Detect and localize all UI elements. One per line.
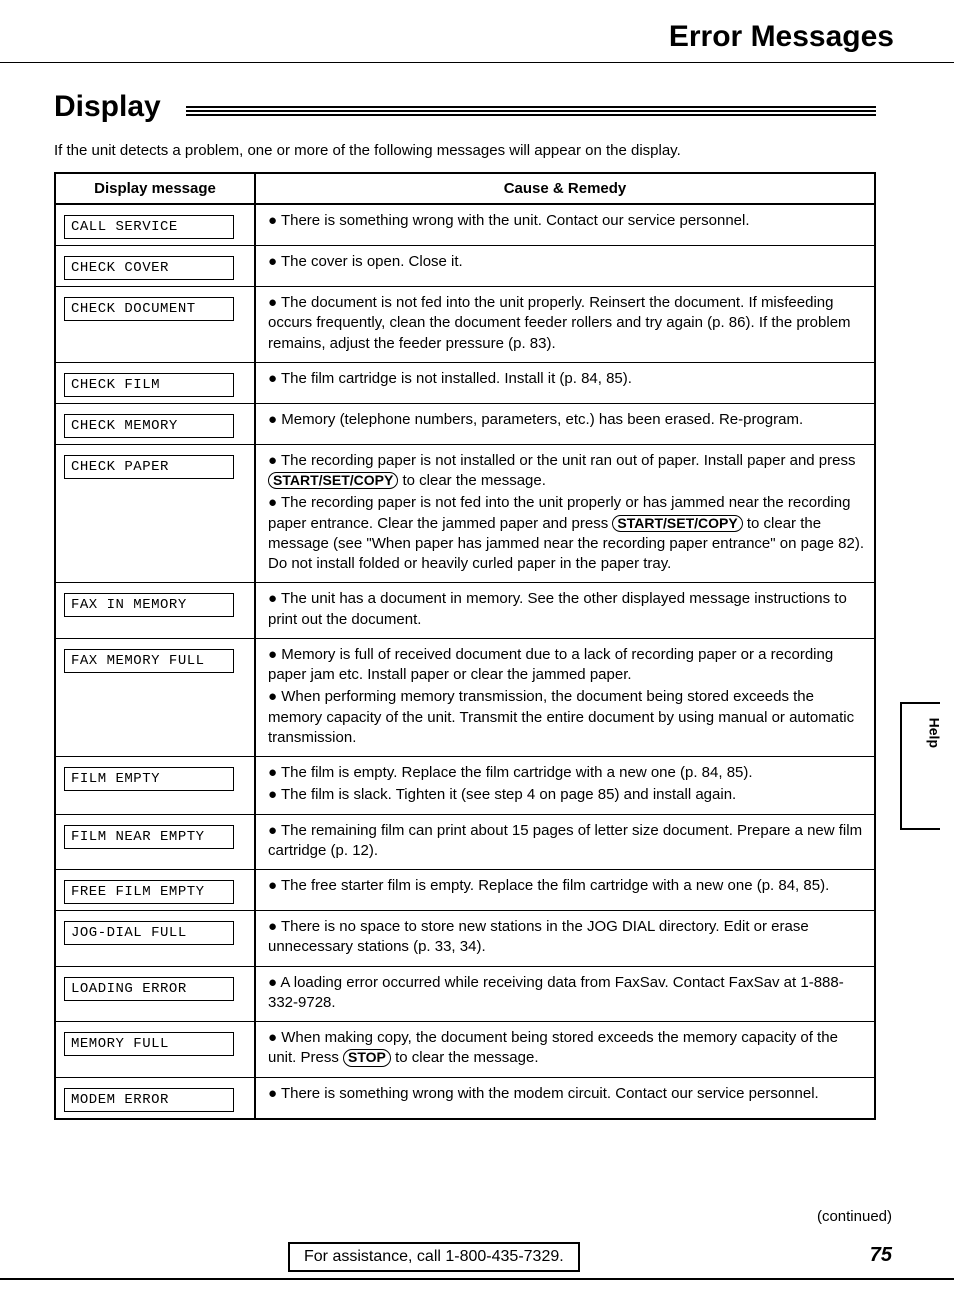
cell-message: FILM NEAR EMPTY bbox=[56, 815, 256, 870]
remedy-line: ● The document is not fed into the unit … bbox=[268, 293, 864, 354]
table-row: CHECK MEMORY ● Memory (telephone numbers,… bbox=[56, 404, 874, 445]
cell-remedy: ● When making copy, the document being s… bbox=[256, 1022, 874, 1077]
cell-remedy: ● Memory (telephone numbers, parameters,… bbox=[256, 404, 874, 444]
table-row: MODEM ERROR ● There is something wrong wi… bbox=[56, 1078, 874, 1118]
display-message-box: MODEM ERROR bbox=[64, 1088, 234, 1112]
cell-remedy: ● The unit has a document in memory. See… bbox=[256, 583, 874, 638]
display-message-box: FREE FILM EMPTY bbox=[64, 880, 234, 904]
cell-message: FAX MEMORY FULL bbox=[56, 639, 256, 756]
keycap: START/SET/COPY bbox=[612, 515, 742, 532]
cell-message: MODEM ERROR bbox=[56, 1078, 256, 1118]
cell-message: CHECK DOCUMENT bbox=[56, 287, 256, 362]
table-row: MEMORY FULL ● When making copy, the docum… bbox=[56, 1022, 874, 1078]
display-message-box: FAX IN MEMORY bbox=[64, 593, 234, 617]
display-message-box: CHECK MEMORY bbox=[64, 414, 234, 438]
bottom-line bbox=[0, 1278, 954, 1280]
display-message-box: CHECK FILM bbox=[64, 373, 234, 397]
table-row: CALL SERVICE ● There is something wrong w… bbox=[56, 205, 874, 246]
table-row: JOG-DIAL FULL ● There is no space to stor… bbox=[56, 911, 874, 967]
cell-message: CHECK FILM bbox=[56, 363, 256, 403]
col-header-message: Display message bbox=[56, 174, 256, 203]
keycap: START/SET/COPY bbox=[268, 472, 398, 489]
cell-remedy: ● The film is empty. Replace the film ca… bbox=[256, 757, 874, 814]
cell-remedy: ● There is something wrong with the unit… bbox=[256, 205, 874, 245]
cell-message: CHECK COVER bbox=[56, 246, 256, 286]
remedy-line: ● The film cartridge is not installed. I… bbox=[268, 369, 864, 389]
remedy-line: ● Memory is full of received document du… bbox=[268, 645, 864, 686]
remedy-line: ● The recording paper is not installed o… bbox=[268, 451, 864, 492]
display-message-box: FAX MEMORY FULL bbox=[64, 649, 234, 673]
cell-message: FREE FILM EMPTY bbox=[56, 870, 256, 910]
title-underline bbox=[0, 62, 954, 63]
display-message-box: CALL SERVICE bbox=[64, 215, 234, 239]
cell-remedy: ● Memory is full of received document du… bbox=[256, 639, 874, 756]
cell-remedy: ● The document is not fed into the unit … bbox=[256, 287, 874, 362]
remedy-line: ● When making copy, the document being s… bbox=[268, 1028, 864, 1069]
display-message-box: CHECK DOCUMENT bbox=[64, 297, 234, 321]
remedy-line: ● There is something wrong with the unit… bbox=[268, 211, 864, 231]
section-title: Display bbox=[54, 90, 161, 124]
remedy-line: ● The recording paper is not fed into th… bbox=[268, 493, 864, 574]
remedy-line: ● The film is slack. Tighten it (see ste… bbox=[268, 785, 864, 805]
remedy-line: ● The film is empty. Replace the film ca… bbox=[268, 763, 864, 783]
section-title-rules bbox=[186, 106, 876, 118]
cell-remedy: ● The film cartridge is not installed. I… bbox=[256, 363, 874, 403]
cell-remedy: ● There is something wrong with the mode… bbox=[256, 1078, 874, 1118]
remedy-line: ● The unit has a document in memory. See… bbox=[268, 589, 864, 630]
cell-message: FAX IN MEMORY bbox=[56, 583, 256, 638]
remedy-line: ● The free starter film is empty. Replac… bbox=[268, 876, 864, 896]
table-row: FREE FILM EMPTY ● The free starter film i… bbox=[56, 870, 874, 911]
remedy-line: ● Memory (telephone numbers, parameters,… bbox=[268, 410, 864, 430]
keycap: STOP bbox=[343, 1049, 391, 1066]
table-row: CHECK COVER ● The cover is open. Close it… bbox=[56, 246, 874, 287]
table-row: CHECK DOCUMENT ● The document is not fed … bbox=[56, 287, 874, 363]
remedy-line: ● The cover is open. Close it. bbox=[268, 252, 864, 272]
table-row: CHECK PAPER ● The recording paper is not … bbox=[56, 445, 874, 584]
remedy-line: ● A loading error occurred while receivi… bbox=[268, 973, 864, 1014]
cell-message: CHECK PAPER bbox=[56, 445, 256, 583]
error-table: Display message Cause & Remedy CALL SERV… bbox=[54, 172, 876, 1120]
display-message-box: CHECK COVER bbox=[64, 256, 234, 280]
cell-remedy: ● The free starter film is empty. Replac… bbox=[256, 870, 874, 910]
table-row: FILM NEAR EMPTY ● The remaining film can … bbox=[56, 815, 874, 871]
cell-remedy: ● A loading error occurred while receivi… bbox=[256, 967, 874, 1022]
remedy-line: ● There is something wrong with the mode… bbox=[268, 1084, 864, 1104]
table-row: CHECK FILM ● The film cartridge is not in… bbox=[56, 363, 874, 404]
display-message-box: CHECK PAPER bbox=[64, 455, 234, 479]
table-header: Display message Cause & Remedy bbox=[56, 174, 874, 205]
assistance-box: For assistance, call 1-800-435-7329. bbox=[288, 1242, 580, 1272]
display-message-box: FILM NEAR EMPTY bbox=[64, 825, 234, 849]
intro-text: If the unit detects a problem, one or mo… bbox=[54, 142, 681, 159]
page-number: 75 bbox=[870, 1244, 892, 1267]
col-header-remedy: Cause & Remedy bbox=[256, 174, 874, 203]
continued-label: (continued) bbox=[817, 1208, 892, 1225]
remedy-line: ● There is no space to store new station… bbox=[268, 917, 864, 958]
cell-message: LOADING ERROR bbox=[56, 967, 256, 1022]
cell-message: JOG-DIAL FULL bbox=[56, 911, 256, 966]
page-title: Error Messages bbox=[669, 20, 894, 54]
table-row: LOADING ERROR ● A loading error occurred … bbox=[56, 967, 874, 1023]
remedy-line: ● The remaining film can print about 15 … bbox=[268, 821, 864, 862]
table-row: FAX MEMORY FULL ● Memory is full of recei… bbox=[56, 639, 874, 757]
display-message-box: FILM EMPTY bbox=[64, 767, 234, 791]
remedy-line: ● When performing memory transmission, t… bbox=[268, 687, 864, 748]
cell-message: CHECK MEMORY bbox=[56, 404, 256, 444]
cell-remedy: ● There is no space to store new station… bbox=[256, 911, 874, 966]
table-row: FILM EMPTY ● The film is empty. Replace t… bbox=[56, 757, 874, 815]
cell-remedy: ● The cover is open. Close it. bbox=[256, 246, 874, 286]
cell-message: MEMORY FULL bbox=[56, 1022, 256, 1077]
cell-message: FILM EMPTY bbox=[56, 757, 256, 814]
cell-message: CALL SERVICE bbox=[56, 205, 256, 245]
display-message-box: JOG-DIAL FULL bbox=[64, 921, 234, 945]
cell-remedy: ● The remaining film can print about 15 … bbox=[256, 815, 874, 870]
cell-remedy: ● The recording paper is not installed o… bbox=[256, 445, 874, 583]
display-message-box: MEMORY FULL bbox=[64, 1032, 234, 1056]
display-message-box: LOADING ERROR bbox=[64, 977, 234, 1001]
side-tab-label: Help bbox=[926, 718, 942, 748]
table-row: FAX IN MEMORY ● The unit has a document i… bbox=[56, 583, 874, 639]
